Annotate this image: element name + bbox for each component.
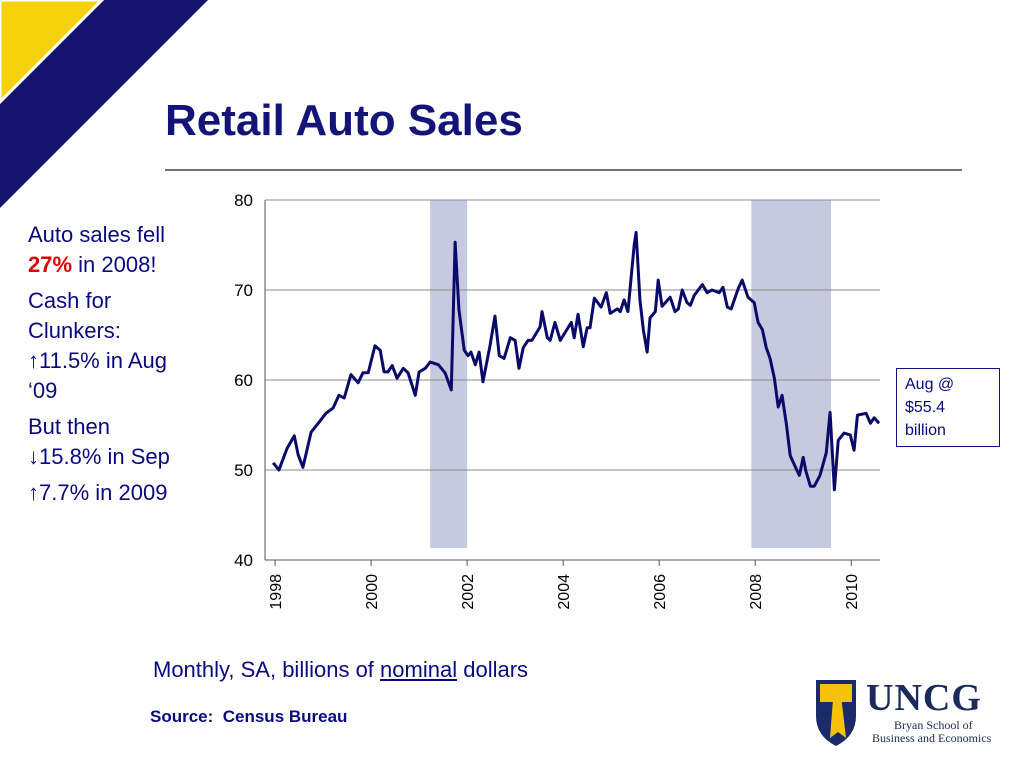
y-tick-label: 50 [234,461,253,480]
annotation-box: Aug @ $55.4 billion [896,368,1000,447]
corner-accent [0,0,105,105]
slide-title: Retail Auto Sales [165,96,523,145]
logo: UNCG Bryan School of Business and Econom… [810,672,1005,748]
bullet: Auto sales fell 27% in 2008! [28,220,178,280]
sidebar: Auto sales fell 27% in 2008! Cash for Cl… [28,220,178,514]
x-tick-label: 2010 [844,574,861,610]
recession-band [751,200,832,548]
recession-band [430,200,468,548]
chart: 40 50 60 70 80 1998 2000 2002 2004 2006 2008 2010 [234,191,881,610]
y-tick-label: 40 [234,551,253,570]
x-tick-label: 1998 [268,574,285,610]
logo-line: Business and Economics [872,731,992,745]
x-tick-label: 2006 [652,574,669,610]
x-tick-label: 2002 [460,574,477,610]
caption-text: Monthly, SA, billions of [153,657,374,682]
highlight: 27% [28,252,73,277]
x-tick-label: 2008 [748,574,765,610]
data-line [271,230,881,492]
y-tick-label: 80 [234,191,253,210]
x-tick-label: 2004 [556,574,573,610]
caption-text: dollars [463,657,529,682]
bullet: ↑7.7% in 2009 [28,480,168,505]
y-tick-label: 70 [234,281,253,300]
annotation-line: billion [905,422,946,439]
x-tick-label: 2000 [364,574,381,610]
logo-line: Bryan School of [894,718,973,732]
bullet: But then ↓15.8% in Sep [28,414,170,469]
logo-emblem [816,680,856,746]
annotation-line: $55.4 [905,399,946,416]
bullet: Cash for Clunkers: ↑11.5% in Aug ‘09 [28,288,168,403]
bullet-text: Auto sales fell [28,222,165,247]
source: Source: Census Bureau [150,707,348,726]
bullet-text: in 2008! [78,252,157,277]
figure [830,688,846,738]
caption: Monthly, SA, billions of nominal dollars [153,657,528,683]
annotation-line: Aug @ [905,376,955,393]
logo-name: UNCG [866,677,982,719]
caption-emph: nominal [380,657,458,682]
y-tick-label: 60 [234,371,253,390]
